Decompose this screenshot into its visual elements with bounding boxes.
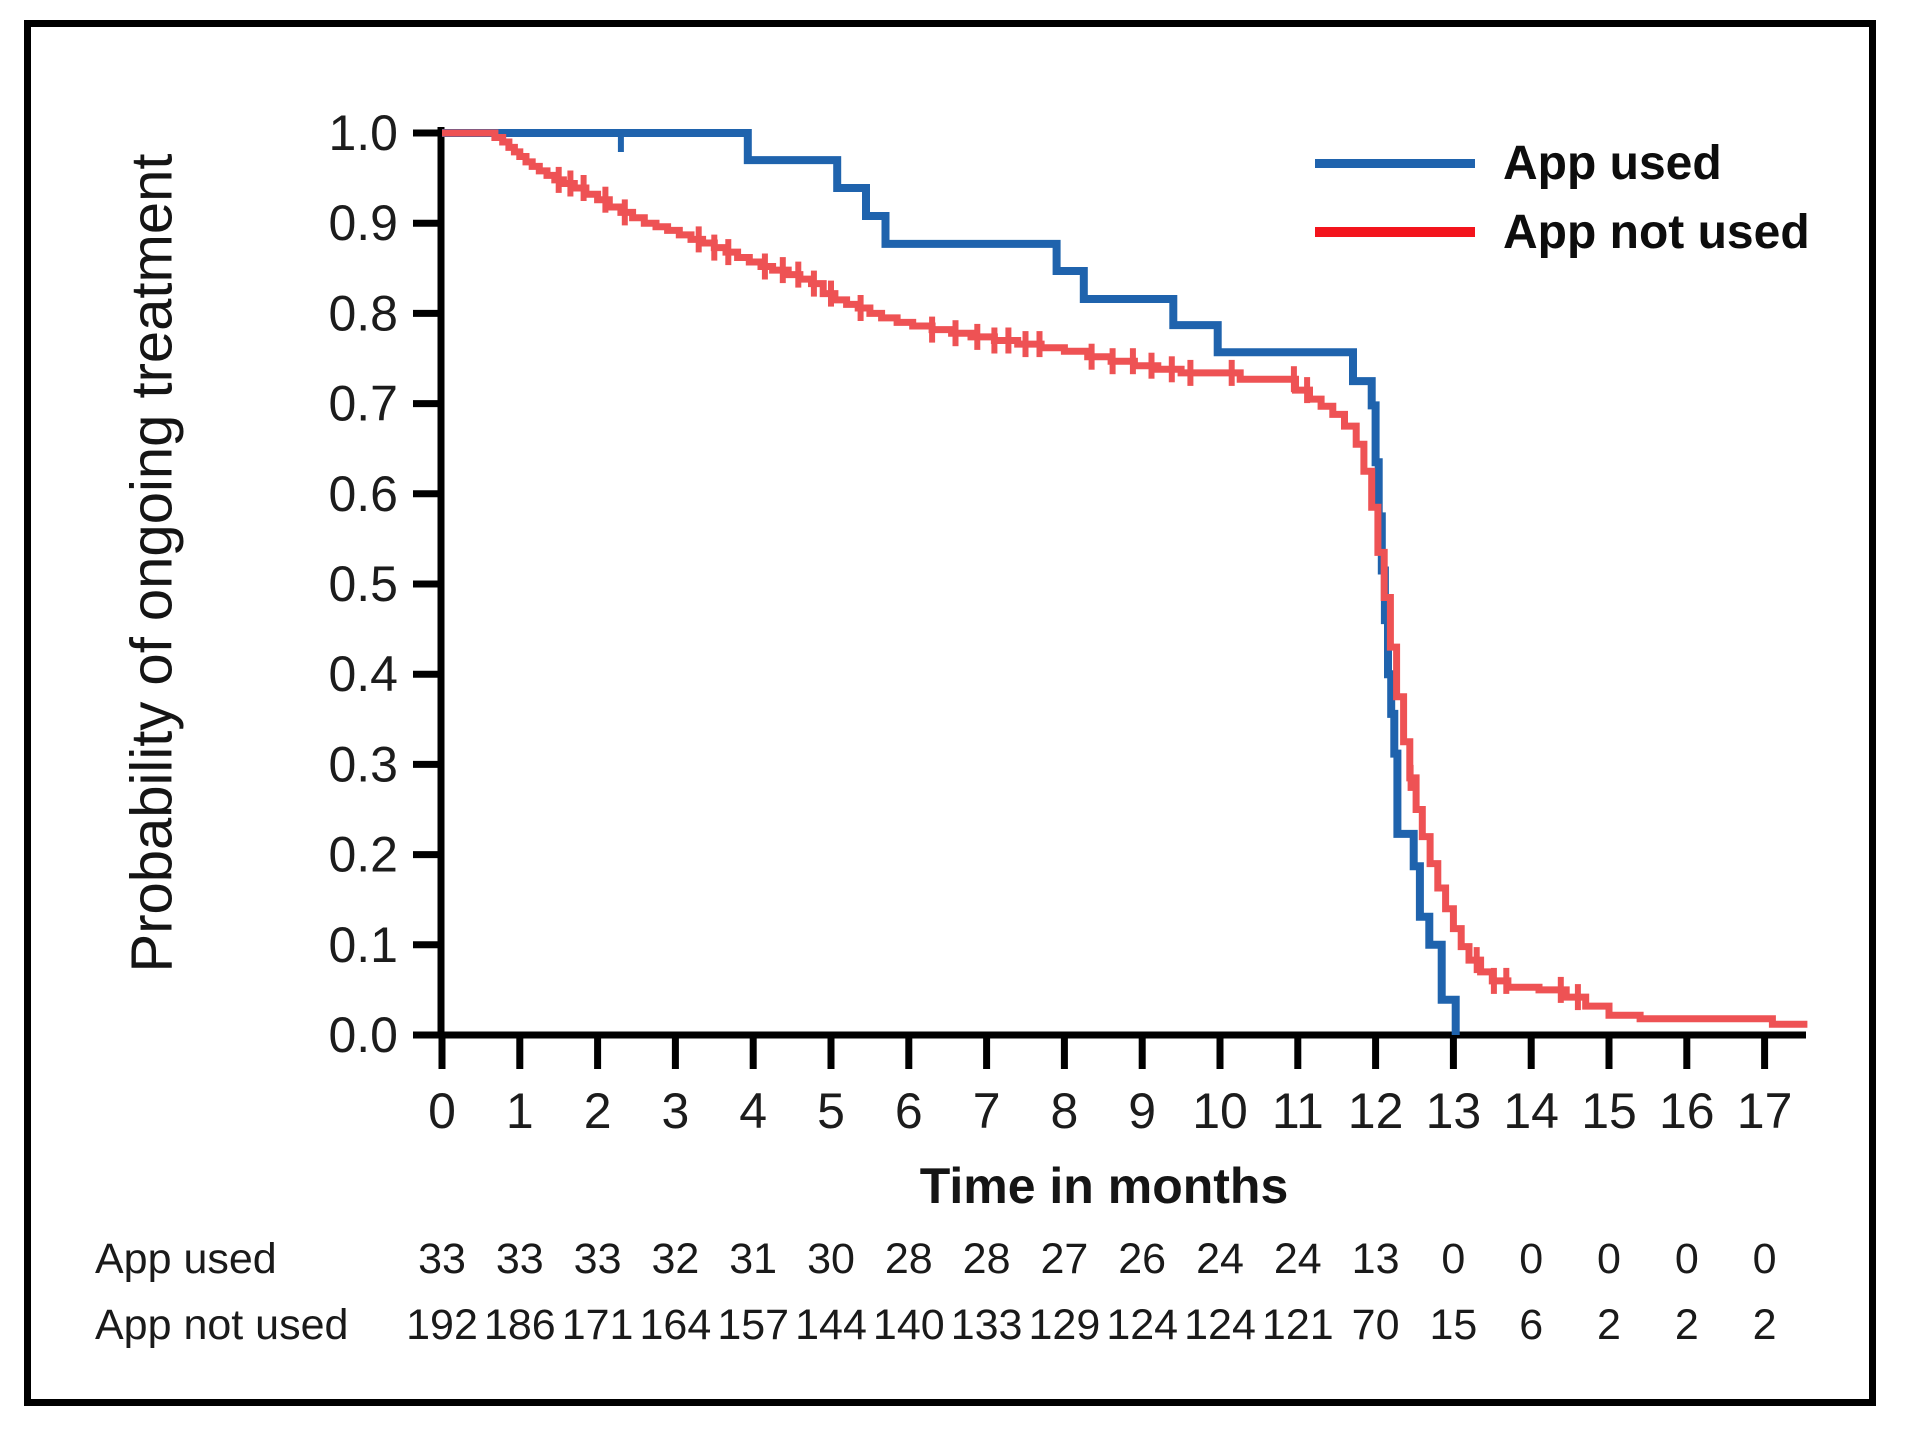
x-tick-label: 8 (1050, 1083, 1078, 1139)
risk-count: 133 (950, 1301, 1023, 1349)
risk-count: 33 (418, 1235, 466, 1283)
risk-count: 6 (1519, 1301, 1544, 1349)
x-tick-label: 14 (1503, 1083, 1559, 1139)
app-not-used-curve (442, 129, 1808, 1028)
y-axis-title: Probability of ongoing treatment (119, 153, 185, 973)
x-tick-label: 17 (1737, 1083, 1793, 1139)
risk-count: 30 (807, 1235, 855, 1283)
app-used-curve (442, 129, 1460, 1035)
risk-count: 24 (1273, 1235, 1322, 1283)
y-tick-label: 0.9 (328, 195, 398, 251)
legend-item-app-not-used: App not used (1315, 206, 1810, 259)
y-tick-label: 0.4 (328, 646, 398, 702)
risk-count: 140 (872, 1301, 945, 1349)
x-tick-label: 2 (584, 1083, 612, 1139)
risk-count: 144 (795, 1301, 867, 1349)
risk-row-label: App used (95, 1235, 277, 1283)
x-tick-label: 13 (1426, 1083, 1482, 1139)
risk-count: 124 (1184, 1301, 1256, 1349)
x-tick-label: 4 (739, 1083, 767, 1139)
figure-border (24, 20, 1876, 1406)
risk-count: 186 (483, 1301, 556, 1349)
x-axis-title: Time in months (919, 1158, 1289, 1214)
risk-count: 164 (639, 1301, 712, 1349)
risk-count: 2 (1674, 1301, 1699, 1349)
risk-table-row-app-not-used: App not used 192 186 171 164 157 144 140 133 129 1… (0, 1300, 1914, 1350)
risk-count: 27 (1040, 1235, 1089, 1283)
legend-swatch-app-used (1315, 158, 1475, 168)
risk-count: 0 (1752, 1235, 1777, 1283)
risk-count: 2 (1752, 1301, 1777, 1349)
risk-count: 33 (573, 1235, 622, 1283)
x-tick-label: 9 (1128, 1083, 1156, 1139)
risk-count: 28 (962, 1235, 1011, 1283)
risk-count: 32 (651, 1235, 700, 1283)
y-tick-label: 0.5 (328, 556, 398, 612)
x-tick-label: 6 (895, 1083, 923, 1139)
risk-count: 124 (1106, 1301, 1179, 1349)
y-tick-label: 0.3 (328, 736, 398, 792)
y-tick-label: 0.2 (328, 827, 398, 883)
risk-count: 157 (717, 1301, 790, 1349)
y-tick-label: 0.8 (328, 285, 398, 341)
x-tick-label: 11 (1272, 1083, 1324, 1139)
x-tick-label: 0 (428, 1083, 456, 1139)
x-tick-label: 3 (661, 1083, 689, 1139)
x-tick-label: 16 (1659, 1083, 1715, 1139)
x-tick-label: 7 (973, 1083, 1001, 1139)
risk-count: 31 (729, 1235, 778, 1283)
risk-count: 2 (1597, 1301, 1621, 1349)
y-tick-label: 0.6 (328, 466, 398, 522)
y-tick-label: 1.0 (328, 105, 398, 161)
risk-count: 0 (1674, 1235, 1699, 1283)
x-tick-label: 1 (506, 1083, 534, 1139)
risk-count: 0 (1519, 1235, 1544, 1283)
risk-row-label: App not used (95, 1301, 349, 1349)
risk-count: 0 (1597, 1235, 1621, 1283)
risk-count: 33 (495, 1235, 544, 1283)
risk-table-row-app-used: App used 33 33 33 32 31 30 28 28 27 26 24 24 13 0 0 0 0 0 (0, 1234, 1914, 1284)
risk-count: 26 (1118, 1235, 1167, 1283)
legend-label-app-used: App used (1503, 136, 1722, 190)
risk-count: 13 (1351, 1235, 1400, 1283)
x-tick-label: 12 (1348, 1083, 1404, 1139)
x-tick-label: 10 (1192, 1083, 1248, 1139)
y-tick-label: 0.1 (328, 917, 398, 973)
risk-count: 15 (1429, 1301, 1478, 1349)
risk-count: 129 (1028, 1301, 1101, 1349)
legend-item-app-used: App used (1315, 137, 1722, 190)
x-tick-label: 5 (817, 1083, 845, 1139)
y-tick-label: 0.7 (328, 376, 398, 432)
risk-count: 171 (561, 1301, 634, 1349)
legend-swatch-app-not-used (1315, 227, 1475, 237)
risk-count: 192 (406, 1301, 478, 1349)
risk-count: 24 (1196, 1235, 1244, 1283)
risk-count: 70 (1351, 1301, 1400, 1349)
x-tick-label: 15 (1581, 1083, 1637, 1139)
risk-count: 121 (1261, 1301, 1334, 1349)
risk-count: 28 (884, 1235, 933, 1283)
y-tick-label: 0.0 (328, 1007, 398, 1063)
risk-count: 0 (1441, 1235, 1466, 1283)
legend-label-app-not-used: App not used (1503, 205, 1810, 259)
